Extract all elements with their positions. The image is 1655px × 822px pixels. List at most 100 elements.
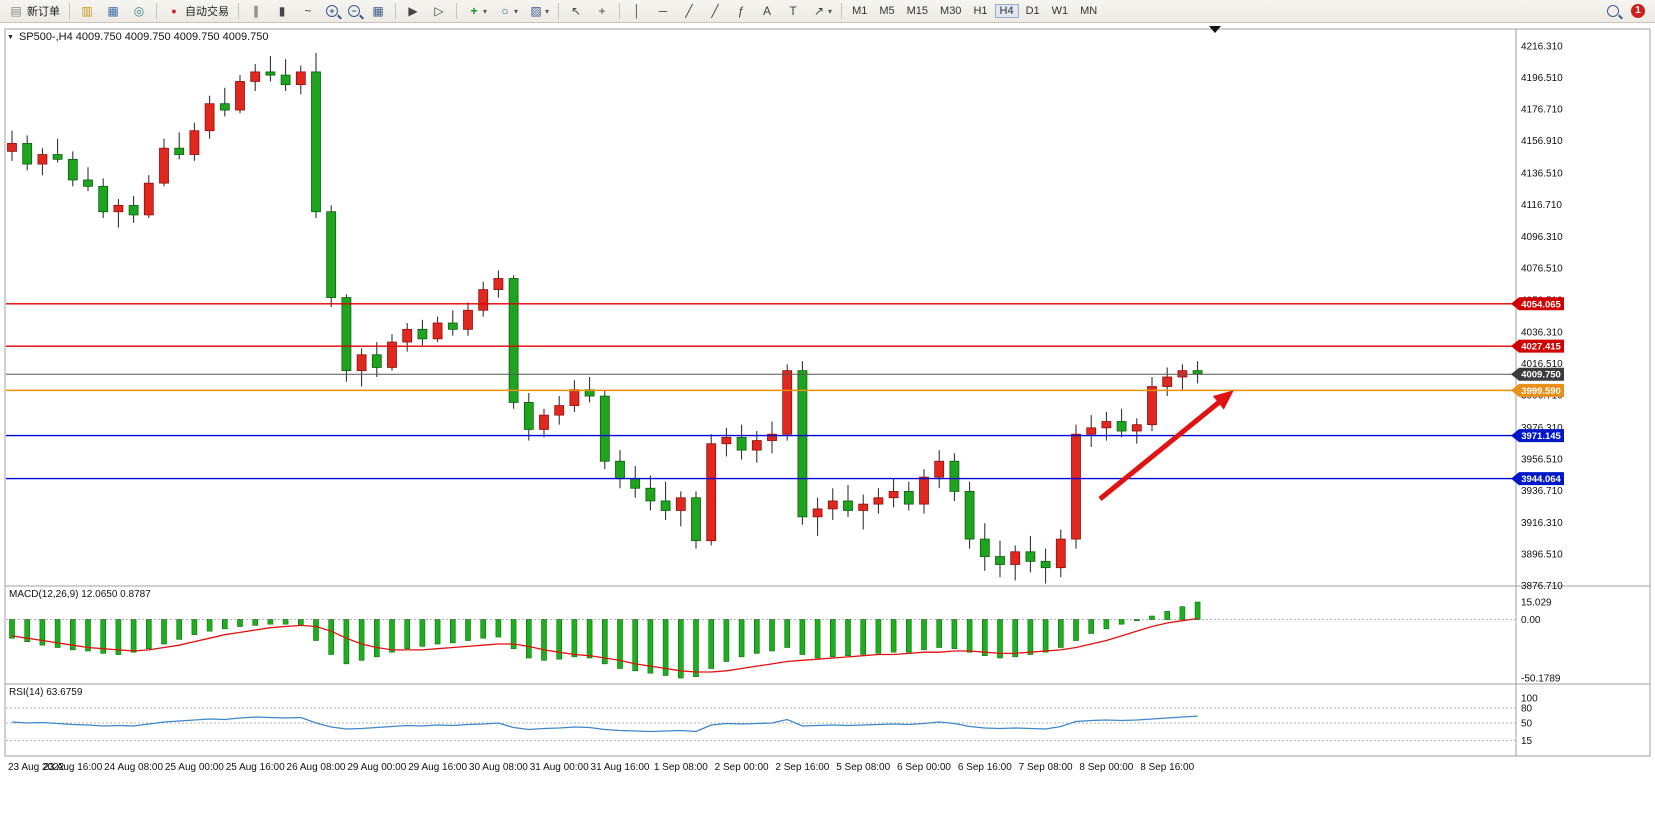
svg-text:29 Aug 00:00: 29 Aug 00:00	[347, 762, 406, 773]
fibonacci-tool-button[interactable]: ƒ	[729, 3, 753, 20]
svg-text:23 Aug 2022: 23 Aug 2022	[8, 762, 65, 773]
candlestick-chart-button[interactable]: ▮	[270, 3, 294, 20]
timeframe-h4-button[interactable]: H4	[994, 4, 1019, 18]
zoom-in-icon: +	[326, 5, 338, 17]
chart-shift-button[interactable]: ▷	[427, 3, 451, 20]
label-tool-button[interactable]: T	[781, 3, 805, 20]
autotrade-button[interactable]: ● 自动交易	[162, 2, 233, 20]
timeframe-h1-button[interactable]: H1	[973, 5, 988, 17]
svg-text:3936.710: 3936.710	[1521, 486, 1563, 497]
toolbar-separator	[395, 3, 396, 19]
crosshair-icon: +	[598, 3, 606, 18]
search-icon	[1607, 5, 1619, 17]
channel-icon: ╱	[711, 3, 719, 18]
periods-caret-icon: ▾	[514, 6, 519, 16]
tile-windows-icon: ▦	[372, 3, 384, 18]
zoom-out-button[interactable]: −	[344, 4, 364, 18]
new-order-button[interactable]: ▤ 新订单	[4, 2, 64, 20]
timeframe-m30-button[interactable]: M30	[940, 5, 962, 17]
horizontal-line-icon: ─	[658, 3, 668, 18]
data-window-button[interactable]: ▦	[101, 3, 125, 20]
svg-text:100: 100	[1521, 694, 1538, 705]
svg-text:29 Aug 16:00: 29 Aug 16:00	[408, 762, 467, 773]
search-button[interactable]	[1603, 4, 1623, 18]
toolbar-separator	[156, 3, 157, 19]
svg-text:3896.510: 3896.510	[1521, 550, 1563, 561]
toolbar-separator	[69, 3, 70, 19]
trendline-tool-button[interactable]: ╱	[677, 3, 701, 20]
timeframe-m5-button[interactable]: M5	[879, 5, 895, 17]
svg-text:3976.310: 3976.310	[1521, 423, 1563, 434]
svg-text:4027.415: 4027.415	[1521, 342, 1561, 353]
navigator-icon: ◎	[133, 3, 145, 18]
toolbar: ▤ 新订单 ▥ ▦ ◎ ● 自动交易 ∥ ▮ ~ + − ▦ ▶ ▷ + ▾ ○…	[0, 0, 1655, 23]
autotrade-label: 自动交易	[185, 6, 229, 18]
timeframe-d1-button[interactable]: D1	[1025, 5, 1040, 17]
svg-text:4176.710: 4176.710	[1521, 104, 1563, 115]
zoom-in-button[interactable]: +	[322, 4, 342, 18]
svg-text:15: 15	[1521, 736, 1533, 747]
label-icon: T	[789, 3, 797, 18]
svg-text:3876.710: 3876.710	[1521, 581, 1563, 592]
svg-text:25 Aug 00:00: 25 Aug 00:00	[165, 762, 224, 773]
svg-text:3916.310: 3916.310	[1521, 518, 1563, 529]
chart-shift-icon: ▷	[434, 3, 444, 18]
navigator-button[interactable]: ◎	[127, 3, 151, 20]
crosshair-button[interactable]: +	[590, 3, 614, 20]
symbol-ohlc-label: ▼ SP500-,H4 4009.750 4009.750 4009.750 4…	[7, 31, 269, 43]
timeframe-m1-button[interactable]: M1	[852, 5, 868, 17]
svg-text:23 Aug 16:00: 23 Aug 16:00	[43, 762, 102, 773]
toolbar-separator	[238, 3, 239, 19]
svg-text:80: 80	[1521, 704, 1533, 715]
svg-text:2 Sep 00:00: 2 Sep 00:00	[715, 762, 769, 773]
line-chart-icon: ~	[304, 3, 312, 18]
auto-scroll-button[interactable]: ▶	[401, 3, 425, 20]
bar-chart-icon: ∥	[253, 3, 259, 18]
svg-text:4096.310: 4096.310	[1521, 232, 1563, 243]
notification-badge[interactable]: 1	[1631, 4, 1645, 18]
timeframe-m15-button[interactable]: M15	[906, 5, 929, 17]
arrows-caret-icon: ▾	[828, 6, 833, 16]
svg-text:8 Sep 16:00: 8 Sep 16:00	[1140, 762, 1194, 773]
templates-icon: ▨	[530, 3, 542, 18]
svg-text:7 Sep 08:00: 7 Sep 08:00	[1019, 762, 1073, 773]
data-window-icon: ▦	[107, 3, 119, 18]
arrows-tool-button[interactable]: ↗ ▾	[807, 3, 836, 20]
horizontal-line-tool-button[interactable]: ─	[651, 3, 675, 20]
toolbar-separator	[456, 3, 457, 19]
vertical-line-tool-button[interactable]: │	[625, 3, 649, 20]
zoom-out-icon: −	[348, 5, 360, 17]
svg-text:6 Sep 00:00: 6 Sep 00:00	[897, 762, 951, 773]
timeframe-mn-button[interactable]: MN	[1080, 5, 1098, 17]
toolbar-separator	[558, 3, 560, 19]
svg-text:4156.910: 4156.910	[1521, 136, 1563, 147]
tile-windows-button[interactable]: ▦	[366, 3, 390, 20]
symbol-ohlc-text: SP500-,H4 4009.750 4009.750 4009.750 400…	[18, 31, 269, 43]
svg-text:15.029: 15.029	[1521, 598, 1552, 609]
svg-text:6 Sep 16:00: 6 Sep 16:00	[958, 762, 1012, 773]
svg-text:24 Aug 08:00: 24 Aug 08:00	[104, 762, 163, 773]
svg-text:4136.510: 4136.510	[1521, 168, 1563, 179]
new-order-icon: ▤	[10, 3, 22, 18]
indicators-caret-icon: ▾	[483, 6, 488, 16]
arrows-icon: ↗	[814, 3, 825, 18]
bar-chart-button[interactable]: ∥	[244, 3, 268, 20]
chart-canvas[interactable]: 4216.310 4196.510 4176.710 4156.910 4136.510…	[0, 23, 1655, 822]
chart-window: 4216.310 4196.510 4176.710 4156.910 4136.510…	[0, 23, 1655, 822]
cursor-button[interactable]: ↖	[564, 3, 588, 20]
svg-text:31 Aug 00:00: 31 Aug 00:00	[530, 762, 589, 773]
templates-caret-icon: ▾	[545, 6, 550, 16]
text-tool-button[interactable]: A	[755, 3, 779, 20]
indicators-button[interactable]: + ▾	[462, 3, 491, 20]
timeframe-w1-button[interactable]: W1	[1051, 5, 1069, 17]
toolbar-separator	[619, 3, 621, 19]
svg-text:0.00: 0.00	[1521, 615, 1541, 626]
new-order-label: 新订单	[27, 6, 60, 18]
svg-text:3999.590: 3999.590	[1521, 386, 1561, 397]
line-chart-button[interactable]: ~	[296, 3, 320, 20]
templates-button[interactable]: ▨ ▾	[524, 3, 553, 20]
periods-button[interactable]: ○ ▾	[493, 3, 522, 20]
symbol-dropdown-icon[interactable]: ▼	[7, 33, 14, 41]
channel-tool-button[interactable]: ╱	[703, 3, 727, 20]
market-watch-button[interactable]: ▥	[75, 3, 99, 20]
